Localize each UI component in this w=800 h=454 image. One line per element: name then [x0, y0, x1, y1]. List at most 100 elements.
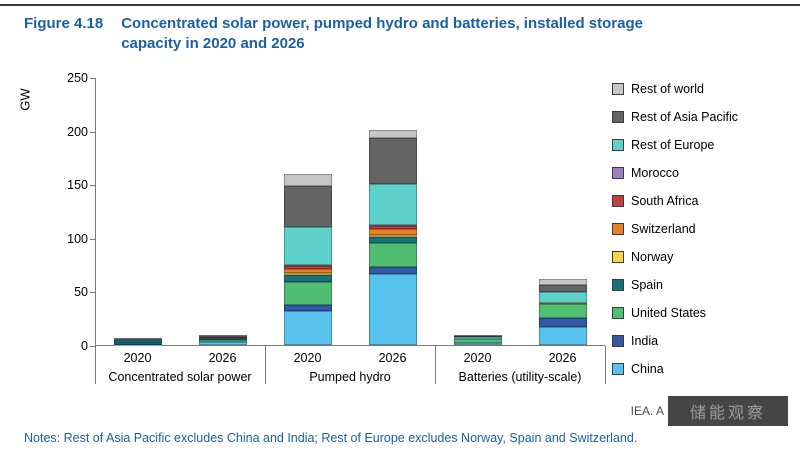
- legend-item-rest-of-world: Rest of world: [612, 82, 738, 96]
- legend-item-south-africa: South Africa: [612, 194, 738, 208]
- bar-segment-united-states: [114, 342, 163, 345]
- x-tick-year: 2020: [293, 351, 322, 365]
- legend-item-norway: Norway: [612, 250, 738, 264]
- x-group-separator-tick: [265, 346, 266, 384]
- bar-segment-south-africa: [199, 337, 248, 338]
- legend-label: India: [631, 334, 659, 348]
- legend-swatch-norway: [612, 251, 624, 263]
- bar-segment-spain: [284, 275, 333, 282]
- bar-segment-rest-of-asia-pacific: [284, 185, 333, 227]
- legend-swatch-china: [612, 363, 624, 375]
- bar-slot: [181, 78, 266, 345]
- legend-swatch-rest-of-europe: [612, 139, 624, 151]
- x-group-label-batteries-utility-scale-: Batteries (utility-scale): [458, 370, 582, 384]
- notes-text: Notes: Rest of Asia Pacific excludes Chi…: [24, 431, 638, 445]
- legend-item-china: China: [612, 362, 738, 376]
- legend-swatch-india: [612, 335, 624, 347]
- top-rule: [0, 4, 800, 6]
- bar-segment-rest-of-europe: [538, 292, 587, 303]
- bar-segment-china: [284, 310, 333, 345]
- bar-segment-india: [368, 266, 417, 275]
- bar-segment-morocco: [368, 224, 417, 227]
- source-text: IEA. A: [630, 404, 664, 418]
- bar-segment-rest-of-world: [538, 279, 587, 285]
- y-tick-mark: [90, 292, 95, 294]
- bar-segment-rest-of-world: [368, 129, 417, 139]
- legend-swatch-rest-of-asia-pacific: [612, 111, 624, 123]
- x-tick-year: 2026: [208, 351, 237, 365]
- bar-segment-norway: [284, 273, 333, 276]
- bar-segment-spain: [199, 337, 248, 341]
- bar-segment-united-states: [538, 304, 587, 319]
- x-tick-year: 2026: [548, 351, 577, 365]
- bar-segment-china: [453, 342, 502, 345]
- legend-swatch-spain: [612, 279, 624, 291]
- legend-label: Switzerland: [631, 222, 696, 236]
- y-axis-unit-label: GW: [17, 88, 33, 111]
- bar-segment-united-states: [199, 340, 248, 343]
- x-axis-year-labels: 2020 2026 2020 2026 2020 2026: [95, 351, 605, 365]
- bar-segment-norway: [368, 234, 417, 237]
- bar-segment-spain: [538, 303, 587, 305]
- stacked-bar-3: [284, 174, 333, 345]
- bar-segment-rest-of-asia-pacific: [368, 138, 417, 185]
- legend-label: Rest of world: [631, 82, 704, 96]
- y-tick-mark: [90, 78, 95, 79]
- bar-segment-south-africa: [368, 226, 417, 230]
- x-group-separator-tick: [95, 346, 96, 384]
- legend-label: Rest of Europe: [631, 138, 715, 152]
- y-tick-mark: [90, 346, 95, 347]
- legend-swatch-south-africa: [612, 195, 624, 207]
- legend-swatch-switzerland: [612, 223, 624, 235]
- stacked-bar-1: [114, 338, 163, 345]
- legend-swatch-united-states: [612, 307, 624, 319]
- figure-number: Figure 4.18: [24, 15, 104, 32]
- legend-item-switzerland: Switzerland: [612, 222, 738, 236]
- bar-segment-rest-of-asia-pacific: [538, 284, 587, 293]
- bar-segment-china: [368, 274, 417, 345]
- y-axis-labels: 0 50 100 150 200 250: [55, 71, 88, 353]
- bar-segment-morocco: [284, 265, 333, 266]
- bars-layer: [96, 78, 605, 345]
- bar-segment-united-states: [284, 281, 333, 306]
- legend-item-india: India: [612, 334, 738, 348]
- bar-segment-rest-of-europe: [368, 184, 417, 225]
- y-tick-label: 0: [81, 339, 88, 353]
- y-tick-mark: [90, 185, 95, 187]
- legend-item-rest-of-asia-pacific: Rest of Asia Pacific: [612, 110, 738, 124]
- bar-slot: [96, 78, 181, 345]
- x-group-separator-tick: [605, 346, 606, 384]
- x-tick-year: 2020: [463, 351, 492, 365]
- legend-item-spain: Spain: [612, 278, 738, 292]
- bar-slot: [266, 78, 351, 345]
- x-tick-year: 2026: [378, 351, 407, 365]
- bar-segment-china: [199, 342, 248, 345]
- legend-label: Morocco: [631, 166, 679, 180]
- stacked-bar-2: [199, 334, 248, 345]
- y-tick-label: 150: [67, 178, 88, 193]
- legend-swatch-morocco: [612, 167, 624, 179]
- legend-label: China: [631, 362, 664, 376]
- bar-segment-south-africa: [114, 339, 163, 341]
- bar-segment-united-states: [453, 338, 502, 343]
- bar-segment-switzerland: [368, 229, 417, 235]
- bar-segment-rest-of-europe: [284, 226, 333, 266]
- y-tick-mark: [90, 131, 95, 133]
- bar-segment-spain: [368, 236, 417, 244]
- x-axis-group-labels: Concentrated solar power Pumped hydro Batt…: [95, 370, 605, 384]
- legend-swatch-rest-of-world: [612, 83, 624, 95]
- bar-segment-morocco: [114, 339, 163, 340]
- x-group-label-concentrated-solar-power: Concentrated solar power: [108, 370, 252, 384]
- stacked-bar-6: [538, 279, 587, 345]
- y-tick-label: 100: [67, 231, 88, 246]
- bar-segment-switzerland: [284, 268, 333, 274]
- y-tick-label: 250: [67, 71, 88, 85]
- bar-segment-rest-of-world: [284, 174, 333, 186]
- legend-item-rest-of-europe: Rest of Europe: [612, 138, 738, 152]
- y-tick-label: 50: [74, 285, 88, 300]
- bar-segment-india: [284, 305, 333, 311]
- legend-item-morocco: Morocco: [612, 166, 738, 180]
- legend-label: United States: [631, 306, 707, 320]
- legend-item-united-states: United States: [612, 306, 738, 320]
- bar-segment-spain: [114, 340, 163, 343]
